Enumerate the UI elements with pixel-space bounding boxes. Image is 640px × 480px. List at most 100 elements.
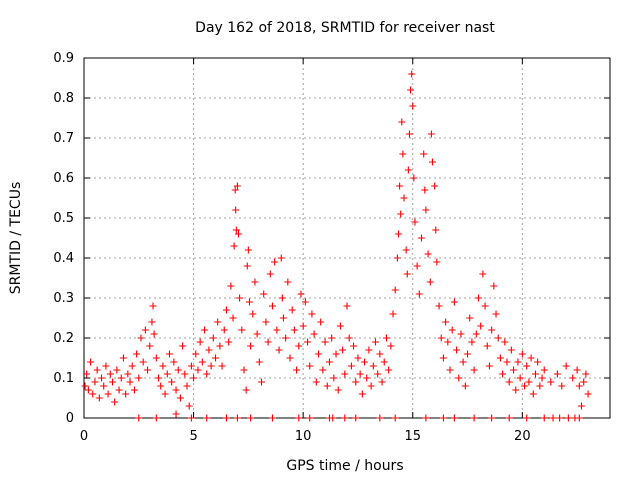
data-point [420, 150, 428, 158]
data-point [181, 370, 189, 378]
y-tick-label: 0.4 [53, 251, 74, 266]
y-tick-label: 0.5 [53, 211, 74, 226]
data-point [470, 366, 478, 374]
data-point [514, 358, 522, 366]
data-point [172, 386, 180, 394]
data-point [273, 326, 281, 334]
data-point [185, 402, 193, 410]
data-point [352, 378, 360, 386]
y-tick-label: 0.7 [53, 131, 74, 146]
data-point [376, 414, 384, 422]
y-axis-label: SRMTID / TECUs [8, 182, 24, 295]
data-point [89, 390, 97, 398]
data-point [391, 286, 399, 294]
data-point [220, 326, 228, 334]
data-point [461, 382, 469, 390]
x-tick-label: 0 [80, 429, 88, 444]
data-point [334, 386, 342, 394]
data-point [332, 350, 340, 358]
data-point [450, 298, 458, 306]
data-point [301, 298, 309, 306]
data-point [155, 374, 163, 382]
data-point [523, 414, 531, 422]
x-axis-label: GPS time / hours [286, 458, 403, 474]
data-point [432, 226, 440, 234]
data-point [446, 366, 454, 374]
data-point [521, 382, 529, 390]
grid-lines [84, 58, 610, 418]
data-point [198, 358, 206, 366]
data-point [216, 342, 224, 350]
data-point [408, 70, 416, 78]
data-point [203, 414, 211, 422]
data-point [284, 278, 292, 286]
data-point [278, 294, 286, 302]
x-tick-label: 10 [295, 429, 312, 444]
data-point [315, 350, 323, 358]
data-point [556, 414, 564, 422]
data-point [562, 362, 570, 370]
data-point [106, 370, 114, 378]
data-point [485, 362, 493, 370]
data-point [396, 182, 404, 190]
data-point [457, 330, 465, 338]
data-point [483, 342, 491, 350]
data-point [518, 350, 526, 358]
data-point [421, 186, 429, 194]
data-point [117, 374, 125, 382]
y-tick-label: 0.2 [53, 331, 74, 346]
data-point [174, 366, 182, 374]
data-point [361, 358, 369, 366]
data-point [367, 382, 375, 390]
data-point [501, 338, 509, 346]
data-point [329, 414, 337, 422]
data-point [146, 342, 154, 350]
data-point [255, 358, 263, 366]
data-point [262, 318, 270, 326]
data-point [553, 370, 561, 378]
data-point [403, 270, 411, 278]
data-point [98, 374, 106, 382]
data-point [477, 322, 485, 330]
data-point [150, 330, 158, 338]
data-point [453, 346, 461, 354]
data-point [490, 282, 498, 290]
data-point [253, 330, 261, 338]
data-point [163, 370, 171, 378]
data-point [343, 302, 351, 310]
data-point [310, 330, 318, 338]
data-point [415, 290, 423, 298]
data-point [192, 350, 200, 358]
data-point [356, 370, 364, 378]
data-point [411, 218, 419, 226]
data-point [135, 374, 143, 382]
data-point [157, 382, 165, 390]
data-point [108, 378, 116, 386]
data-point [295, 342, 303, 350]
data-point [378, 378, 386, 386]
data-point [271, 258, 279, 266]
data-point [233, 182, 241, 190]
data-point [503, 358, 511, 366]
data-point [538, 374, 546, 382]
data-point [365, 346, 373, 354]
data-point [137, 334, 145, 342]
data-point [352, 414, 360, 422]
data-point [179, 342, 187, 350]
data-point [448, 326, 456, 334]
data-point [363, 374, 371, 382]
data-point [374, 370, 382, 378]
data-point [382, 334, 390, 342]
data-point [227, 282, 235, 290]
data-point [141, 326, 149, 334]
data-point [245, 298, 253, 306]
data-point [176, 394, 184, 402]
data-point [232, 226, 240, 234]
data-point [240, 366, 248, 374]
data-point [466, 314, 474, 322]
data-point [323, 382, 331, 390]
data-point [279, 314, 287, 322]
data-point [222, 414, 230, 422]
data-point [424, 250, 432, 258]
data-point [369, 362, 377, 370]
